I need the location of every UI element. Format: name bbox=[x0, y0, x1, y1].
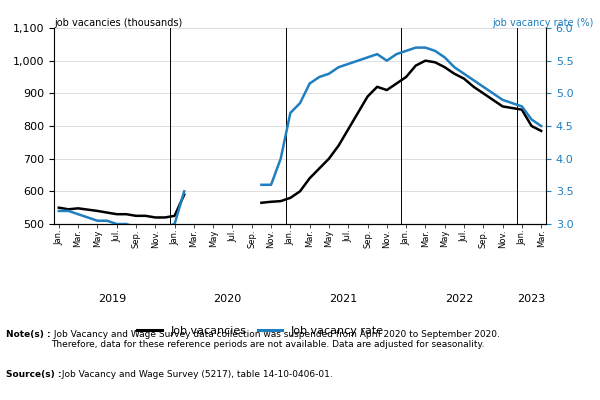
Text: Source(s) :: Source(s) : bbox=[6, 370, 62, 379]
Text: Job Vacancy and Wage Survey (5217), table 14-10-0406-01.: Job Vacancy and Wage Survey (5217), tabl… bbox=[59, 370, 332, 379]
Legend: Job vacancies, Job vacancy rate: Job vacancies, Job vacancy rate bbox=[133, 321, 389, 340]
Text: 2022: 2022 bbox=[445, 294, 473, 304]
Text: 2021: 2021 bbox=[329, 294, 358, 304]
Text: Note(s) :: Note(s) : bbox=[6, 330, 50, 339]
Text: job vacancies (thousands): job vacancies (thousands) bbox=[54, 18, 182, 28]
Text: 2020: 2020 bbox=[214, 294, 242, 304]
Text: job vacancy rate (%): job vacancy rate (%) bbox=[493, 18, 594, 28]
Text: 2019: 2019 bbox=[98, 294, 126, 304]
Text: Job Vacancy and Wage Survey data collection was suspended from April 2020 to Sep: Job Vacancy and Wage Survey data collect… bbox=[51, 330, 500, 350]
Text: 2023: 2023 bbox=[517, 294, 545, 304]
